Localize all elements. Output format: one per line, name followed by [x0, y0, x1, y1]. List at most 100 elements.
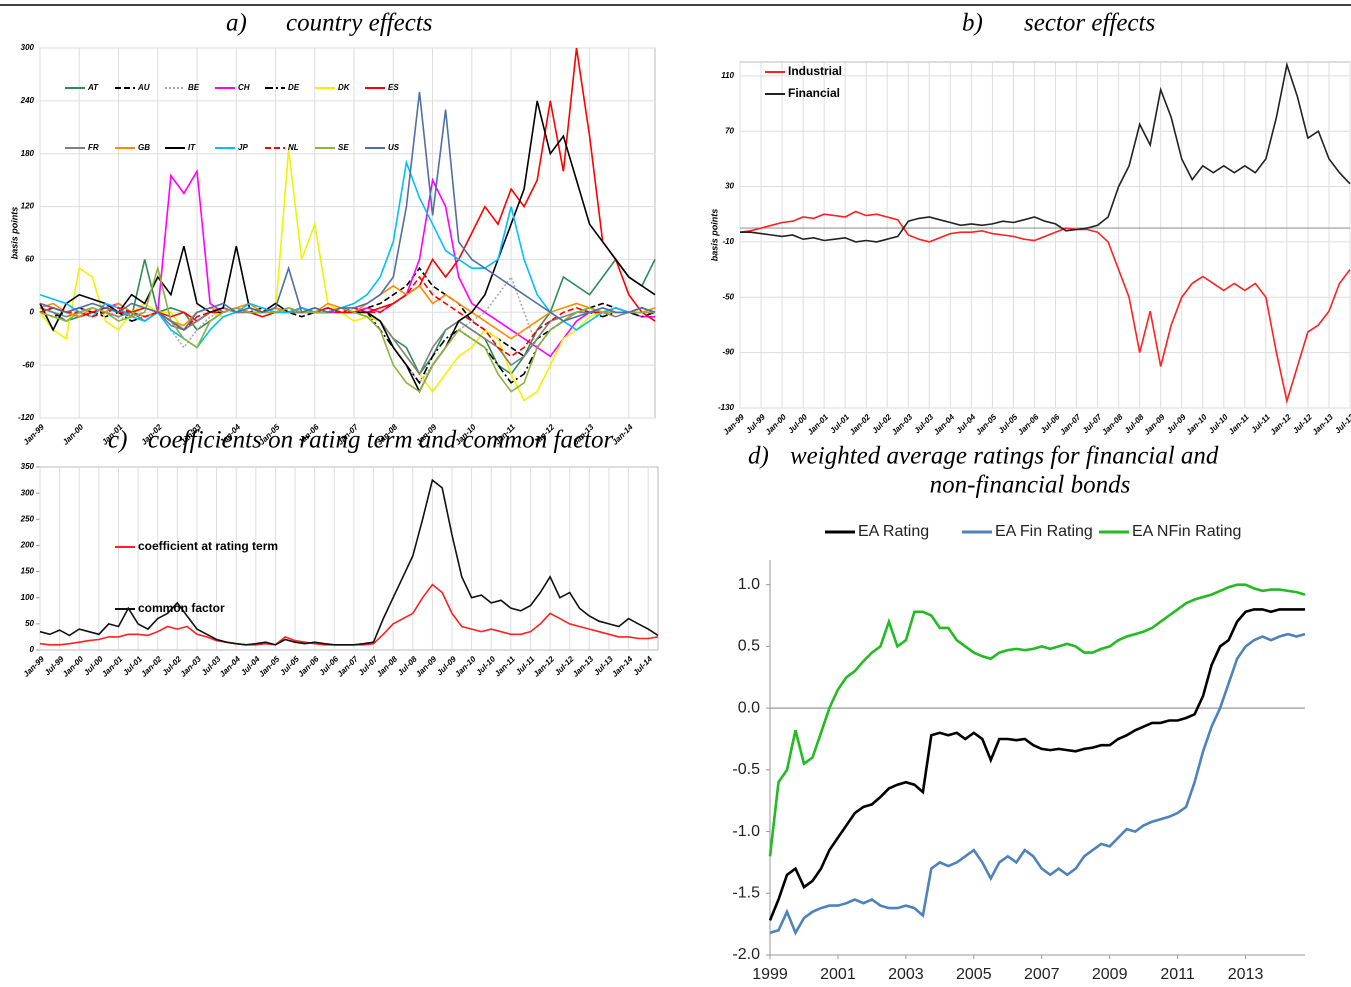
series-line	[39, 265, 655, 393]
legend-label: EA Fin Rating	[995, 523, 1093, 540]
y-tick-label: -60	[22, 360, 34, 369]
x-tick-label: Jan-11	[493, 654, 517, 678]
series-line	[39, 478, 659, 646]
series-line	[768, 583, 1306, 857]
y-axis-label: basis points	[709, 209, 719, 262]
panel-label: b)	[962, 10, 983, 37]
legend-label: IT	[188, 143, 196, 152]
series-line	[739, 210, 1351, 405]
x-tick-label: Jan-00	[61, 422, 86, 447]
legend-label: Financial	[788, 86, 840, 100]
x-tick-label: Jan-04	[218, 654, 243, 679]
legend-label: AT	[87, 83, 99, 92]
y-tick-label: 0.5	[738, 638, 760, 655]
panel-label: a)	[226, 10, 247, 37]
x-tick-label: Jan-10	[1184, 412, 1209, 437]
series-line	[768, 608, 1305, 921]
x-tick-label: 2001	[820, 966, 856, 983]
panel-title: coefficients on rating term and common f…	[148, 427, 613, 454]
x-tick-label: Jan-08	[1100, 412, 1125, 437]
y-axis-label: basis points	[9, 207, 19, 260]
y-tick-label: 100	[21, 593, 35, 602]
x-tick-label: Jul-10	[1207, 412, 1230, 435]
legend-label: SE	[338, 143, 349, 152]
y-tick-label: 180	[21, 149, 35, 158]
legend-label: BE	[188, 83, 200, 92]
plot-frame	[739, 61, 1351, 409]
y-tick-label: 110	[721, 71, 734, 80]
x-tick-label: Jan-99	[22, 654, 47, 679]
x-tick-label: Jan-06	[1016, 412, 1041, 437]
x-tick-label: Jan-09	[414, 654, 439, 679]
x-tick-label: Jan-11	[1227, 412, 1251, 436]
y-tick-label: 120	[21, 202, 35, 211]
x-tick-label: Jan-02	[848, 412, 873, 437]
x-tick-label: Jan-04	[932, 412, 957, 437]
x-tick-label: 2009	[1092, 966, 1128, 983]
legend-label: common factor	[138, 601, 225, 615]
x-tick-label: Jan-00	[764, 412, 789, 437]
y-tick-label: 300	[21, 43, 35, 52]
legend-label: GB	[138, 143, 150, 152]
y-tick-label: 0	[30, 645, 35, 654]
x-tick-label: Jan-03	[179, 654, 204, 679]
x-tick-label: 2013	[1228, 966, 1264, 983]
legend-label: coefficient at rating term	[138, 539, 278, 553]
y-tick-label: -120	[18, 413, 35, 422]
x-tick-label: Jan-12	[1269, 412, 1294, 437]
panel-title: weighted average ratings for financial a…	[790, 443, 1219, 470]
legend-label: US	[388, 143, 400, 152]
y-tick-label: 350	[21, 462, 35, 471]
x-tick-label: Jan-02	[139, 654, 164, 679]
series-line	[769, 632, 1306, 936]
x-tick-label: 2007	[1024, 966, 1060, 983]
x-tick-label: Jan-14	[610, 422, 635, 447]
y-tick-label: 0	[30, 307, 35, 316]
y-tick-label: -0.5	[732, 761, 760, 778]
series-line	[39, 47, 656, 323]
panel-label: c)	[108, 427, 127, 454]
legend-label: AU	[137, 83, 150, 92]
panel-title: sector effects	[1024, 10, 1155, 37]
y-tick-label: 150	[21, 567, 35, 576]
y-tick-label: 250	[20, 514, 35, 523]
legend-label: DK	[338, 83, 351, 92]
y-tick-label: 50	[25, 619, 34, 628]
y-tick-label: -1.0	[732, 823, 760, 840]
y-tick-label: 1.0	[738, 576, 760, 593]
x-tick-label: Jan-03	[890, 412, 915, 437]
y-tick-label: 30	[725, 182, 734, 191]
y-tick-label: -10	[722, 237, 734, 246]
x-tick-label: Jan-10	[453, 654, 478, 679]
legend-label: CH	[238, 83, 250, 92]
y-tick-label: -130	[718, 403, 735, 412]
legend-label: ES	[388, 83, 399, 92]
x-tick-label: Jan-08	[375, 654, 400, 679]
panel-label: d)	[748, 443, 769, 470]
x-tick-label: Jan-13	[1311, 412, 1336, 437]
x-tick-label: Jan-12	[532, 654, 557, 679]
panel-title: non-financial bonds	[930, 472, 1131, 499]
x-tick-label: Jan-99	[722, 412, 747, 437]
legend-label: NL	[288, 143, 299, 152]
x-tick-label: Jan-05	[974, 412, 999, 437]
x-tick-label: Jan-14	[610, 654, 635, 679]
x-tick-label: Jan-00	[61, 654, 86, 679]
plot-frame	[39, 466, 659, 651]
x-tick-label: Jul-14	[631, 654, 654, 677]
x-tick-label: Jan-09	[1142, 412, 1167, 437]
x-tick-label: Jan-13	[571, 654, 596, 679]
x-tick-label: 1999	[752, 966, 788, 983]
panel-title: country effects	[286, 10, 432, 37]
x-tick-label: Jan-01	[806, 412, 831, 437]
y-tick-label: 70	[725, 126, 734, 135]
series-line	[740, 61, 1351, 243]
plot-frame	[39, 47, 656, 419]
y-tick-label: 240	[20, 96, 35, 105]
y-tick-label: 60	[25, 255, 34, 264]
x-tick-label: 2005	[956, 966, 992, 983]
y-tick-label: 200	[20, 541, 35, 550]
x-tick-label: Jan-99	[22, 422, 47, 447]
y-tick-label: 300	[21, 488, 35, 497]
